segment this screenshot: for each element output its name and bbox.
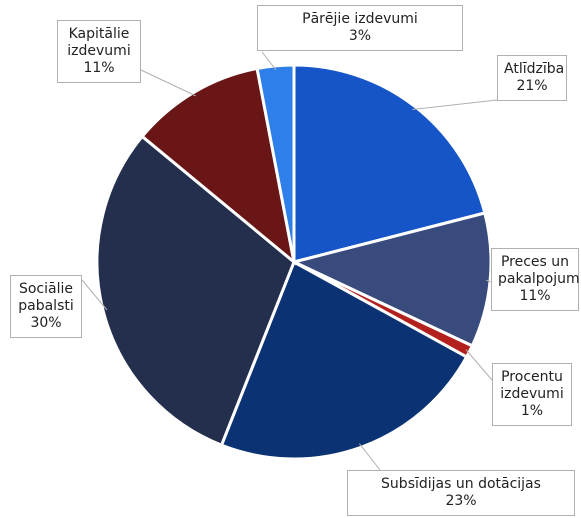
data-label: Subsīdijas un dotācijas 23% <box>347 470 575 516</box>
value-label: 11% <box>519 288 551 304</box>
value-label: 21% <box>516 78 548 94</box>
data-label: Kapitālie izdevumi 11% <box>57 20 141 83</box>
category-label: Preces un pakalpojum <box>498 254 580 287</box>
leader-line <box>465 349 493 381</box>
pie-slice <box>255 63 296 263</box>
leader-line <box>485 279 492 283</box>
data-label: Pārējie izdevumi 3% <box>257 5 463 51</box>
data-label: Atlīdzība 21% <box>497 55 567 101</box>
value-label: 23% <box>445 493 477 509</box>
leader-line <box>140 69 196 97</box>
data-label: Preces un pakalpojum 11% <box>491 248 580 311</box>
category-label: Subsīdijas un dotācijas <box>381 476 541 492</box>
leader-line <box>412 99 498 110</box>
data-label: Procentu izdevumi 1% <box>492 363 572 426</box>
pie-slice <box>140 66 297 266</box>
pie-slice <box>219 259 469 461</box>
category-label: Atlīdzība <box>504 61 565 77</box>
pie-slice <box>289 211 493 348</box>
value-label: 1% <box>520 403 544 419</box>
category-label: Kapitālie izdevumi <box>67 26 131 59</box>
value-label: 3% <box>348 28 372 44</box>
leader-line <box>358 443 381 471</box>
value-label: 30% <box>30 315 62 331</box>
category-label: Sociālie pabalsti <box>18 281 74 314</box>
value-label: 11% <box>83 60 115 76</box>
pie-slice <box>292 63 487 264</box>
category-label: Pārējie izdevumi <box>302 11 418 27</box>
category-label: Procentu izdevumi <box>500 369 564 402</box>
leader-line <box>81 279 108 311</box>
leader-line <box>261 51 277 71</box>
data-label: Sociālie pabalsti 30% <box>10 275 82 338</box>
pie-slice <box>95 134 296 448</box>
